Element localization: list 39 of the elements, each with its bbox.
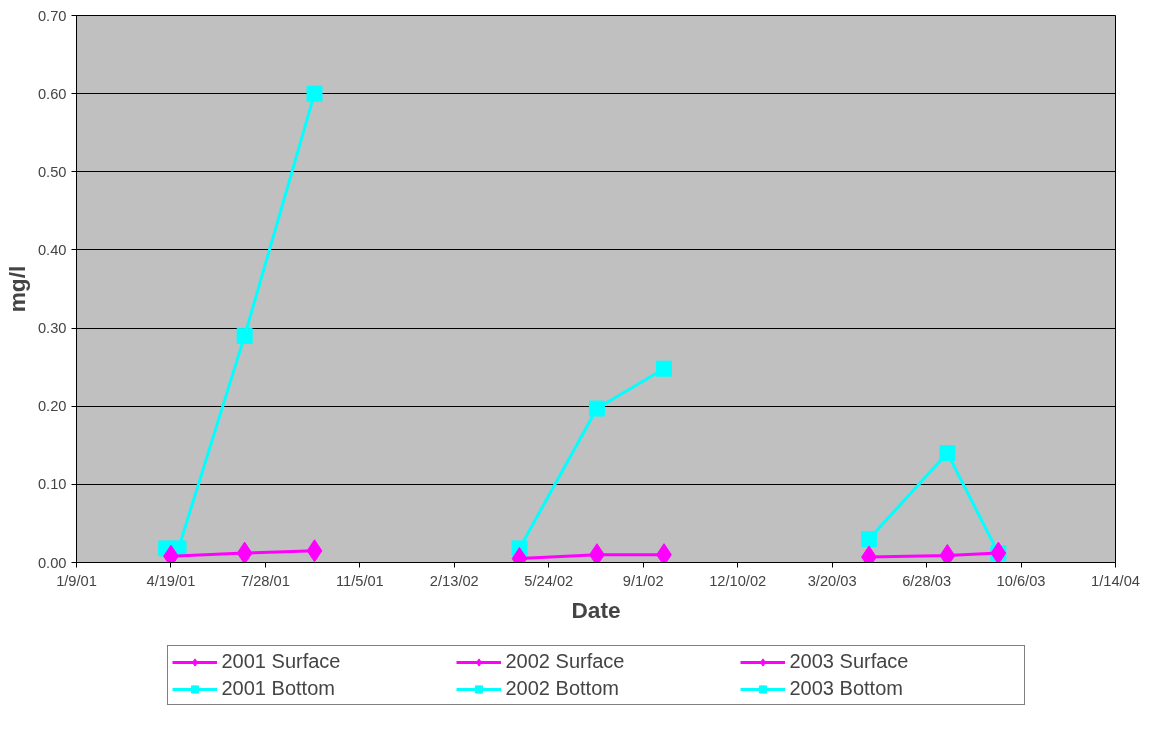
point <box>236 541 253 563</box>
point <box>589 543 605 563</box>
point <box>306 539 323 563</box>
legend-label: 2001 Bottom <box>221 677 336 700</box>
x-tick-label: 12/10/02 <box>709 572 767 589</box>
y-tick-label: 0.10 <box>37 476 67 493</box>
point <box>656 543 672 563</box>
x-tick-label: 6/28/03 <box>902 572 952 589</box>
x-tick-label: 1/9/01 <box>56 572 97 589</box>
y-tick-label: 0.30 <box>37 320 67 337</box>
x-axis-title: Date <box>571 596 621 623</box>
y-tick-label: 0.50 <box>37 163 67 180</box>
x-tick-label: 10/6/03 <box>996 572 1046 589</box>
x-tick-label: 5/24/02 <box>524 572 574 589</box>
point <box>860 531 877 548</box>
point <box>990 541 1007 563</box>
x-tick-label: 1/14/04 <box>1091 572 1140 589</box>
x-tick-label: 11/5/01 <box>335 572 384 589</box>
x-tick-label: 4/19/01 <box>146 572 196 589</box>
legend-label: 2003 Surface <box>789 650 910 673</box>
y-axis-title: mg/l <box>3 265 30 313</box>
legend-label: 2003 Bottom <box>789 677 904 700</box>
x-tick-label: 3/20/03 <box>807 572 857 589</box>
x-tick-label: 2/13/02 <box>429 572 479 589</box>
legend-label: 2002 Bottom <box>505 677 620 700</box>
point <box>306 85 323 102</box>
legend-label: 2002 Surface <box>505 650 626 673</box>
y-tick-label: 0.60 <box>37 85 67 102</box>
x-tick-label: 7/28/01 <box>240 572 290 589</box>
y-tick-label: 0.00 <box>37 554 67 571</box>
point <box>588 400 605 417</box>
point <box>236 327 253 344</box>
y-tick-label: 0.20 <box>37 398 67 415</box>
y-tick-label: 0.70 <box>37 7 67 24</box>
point <box>656 360 673 377</box>
y-tick-label: 0.40 <box>37 241 67 258</box>
point <box>939 445 956 462</box>
x-tick-label: 9/1/02 <box>622 572 664 589</box>
legend-label: 2001 Surface <box>221 650 342 673</box>
